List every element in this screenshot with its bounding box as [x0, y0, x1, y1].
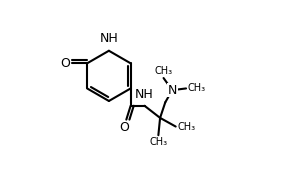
Text: CH₃: CH₃ [154, 66, 173, 76]
Text: CH₃: CH₃ [177, 122, 196, 131]
Text: N: N [168, 84, 177, 97]
Text: CH₃: CH₃ [188, 83, 206, 93]
Text: O: O [60, 57, 70, 70]
Text: NH: NH [135, 88, 154, 101]
Text: NH: NH [99, 32, 118, 45]
Text: CH₃: CH₃ [149, 137, 167, 147]
Text: O: O [120, 121, 130, 134]
